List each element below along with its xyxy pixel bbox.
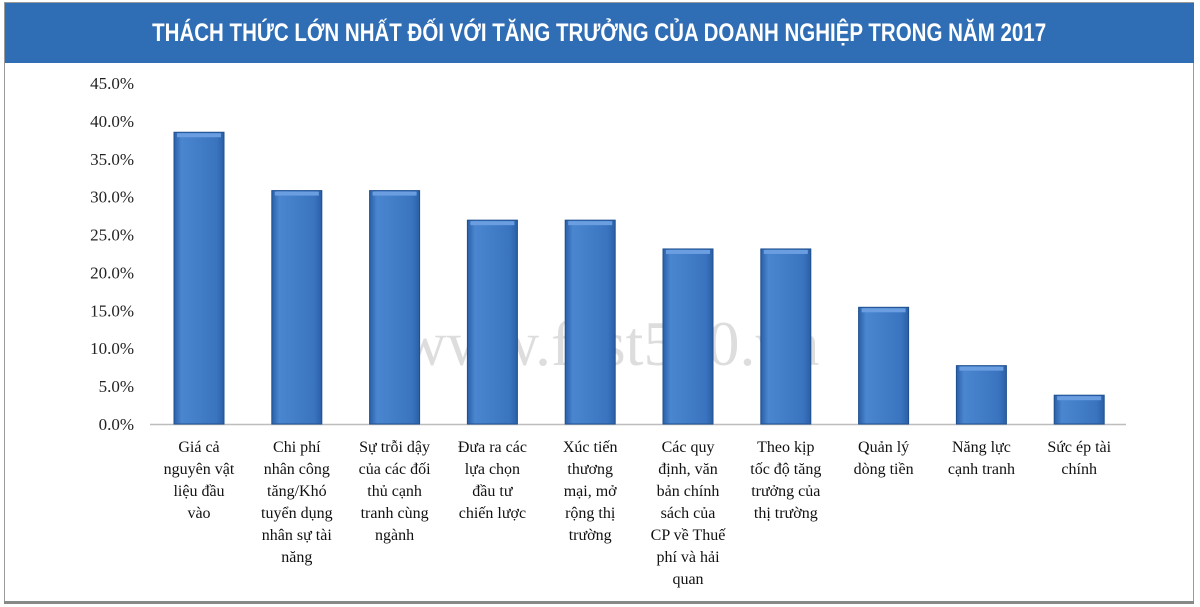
y-tick-label: 25.0% <box>90 226 134 245</box>
x-category-label-line: Quản lý <box>858 439 909 456</box>
y-tick-label: 30.0% <box>90 188 134 207</box>
y-tick-label: 45.0% <box>90 74 134 93</box>
x-category-label-line: quan <box>672 571 703 588</box>
x-category-label-line: Giá cả <box>178 439 219 456</box>
x-category-label-line: rộng thị <box>565 505 616 522</box>
x-category-label: Quản lý dòng tiền <box>854 439 914 478</box>
y-tick-label: 35.0% <box>90 150 134 169</box>
bar <box>564 219 616 425</box>
bars <box>173 131 1105 425</box>
x-category-label-line: thị trường <box>754 505 818 522</box>
x-category-label-line: thương <box>567 461 613 478</box>
x-category-label-line: ngành <box>375 527 414 544</box>
y-tick-label: 20.0% <box>90 263 134 282</box>
x-category-label-line: nhân sự tài <box>262 527 333 544</box>
x-category-label-line: Chi phí <box>273 439 321 456</box>
x-category-label-line: Năng lực <box>952 439 1011 456</box>
x-category-label-line: năng <box>281 549 312 566</box>
x-category-label-line: Sự trỗi dậy <box>359 439 430 456</box>
x-category-label-line: lựa chọn <box>465 461 520 478</box>
x-category-label-line: Sức ép tài <box>1047 439 1111 456</box>
x-category-label-line: của các đối <box>359 461 432 478</box>
x-category-label: Năng lực cạnh tranh <box>948 439 1015 478</box>
x-category-label-line: trưởng của <box>751 483 820 500</box>
x-category-label: Xúc tiến thương mại, mở rộng thị trường <box>563 439 618 544</box>
bar-highlight <box>568 221 613 226</box>
x-category-label-line: chiến lược <box>459 505 526 522</box>
x-category-label-line: Đưa ra các <box>458 439 527 456</box>
x-category-label-line: tốc độ tăng <box>750 461 821 478</box>
x-category-label-line: dòng tiền <box>854 461 914 478</box>
bottom-border <box>4 601 1194 604</box>
x-category-label: Đưa ra các lựa chọn đầu tư chiến lược <box>458 439 527 522</box>
x-category-label: Sức ép tài chính <box>1047 439 1111 478</box>
x-category-label-line: Xúc tiến <box>563 439 618 456</box>
y-tick-label: 10.0% <box>90 339 134 358</box>
x-category-label-line: phí và hải <box>656 549 720 566</box>
x-category-label-line: mại, mở <box>564 483 617 500</box>
bar <box>955 365 1007 425</box>
x-axis-labels: Giá cả nguyên vật liệu đầu vào Chi phí nhân c… <box>164 439 1112 588</box>
x-category-label-line: cạnh tranh <box>948 461 1015 478</box>
bar <box>662 248 714 425</box>
x-category-label-line: trường <box>569 527 612 544</box>
x-category-label-line: vào <box>187 505 210 522</box>
bar-highlight <box>1057 396 1102 401</box>
x-category-label: Các quy định, văn bản chính sách của CP về T… <box>651 439 727 588</box>
bar-highlight <box>666 249 710 254</box>
x-category-label-line: nguyên vật <box>164 461 235 478</box>
x-category-label-line: thủ cạnh <box>367 483 422 500</box>
y-tick-label: 15.0% <box>90 301 134 320</box>
x-category-label: Chi phí nhân công tăng/Khó tuyển dụng nhân s… <box>261 439 333 566</box>
bar <box>858 306 910 425</box>
y-tick-label: 40.0% <box>90 112 134 131</box>
x-category-label-line: sách của <box>661 505 716 522</box>
bar <box>760 248 812 425</box>
y-tick-label: 0.0% <box>99 415 134 434</box>
bar-highlight <box>959 366 1004 371</box>
x-category-label-line: bản chính <box>657 483 720 500</box>
x-category-label: Theo kịp tốc độ tăng trưởng của thị trường <box>750 439 821 522</box>
x-category-label-line: chính <box>1061 461 1097 478</box>
bar-highlight <box>470 221 515 226</box>
bar-highlight <box>274 191 319 196</box>
x-category-label-line: đầu tư <box>472 483 514 500</box>
x-category-label-line: Theo kịp <box>757 439 814 456</box>
bar-highlight <box>372 191 417 196</box>
chart-title: THÁCH THỨC LỚN NHẤT ĐỐI VỚI TĂNG TRƯỞNG … <box>152 18 1047 47</box>
x-category-label: Sự trỗi dậy của các đối thủ cạnh tranh cùng… <box>359 439 432 544</box>
x-category-label: Giá cả nguyên vật liệu đầu vào <box>164 439 235 522</box>
bar <box>369 190 421 425</box>
x-category-label-line: nhân công <box>264 461 330 478</box>
x-category-label-line: liệu đầu <box>173 483 224 500</box>
title-banner: THÁCH THỨC LỚN NHẤT ĐỐI VỚI TĂNG TRƯỞNG … <box>5 3 1194 63</box>
x-category-label-line: CP về Thuế <box>651 527 727 544</box>
y-tick-label: 5.0% <box>99 377 134 396</box>
x-category-label-line: tuyển dụng <box>261 505 333 522</box>
x-category-label-line: định, văn <box>658 461 718 478</box>
x-category-label-line: tăng/Khó <box>267 483 327 500</box>
bar <box>271 190 323 425</box>
bar <box>173 131 225 425</box>
x-category-label-line: Các quy <box>662 439 715 456</box>
bar-highlight <box>861 308 906 313</box>
bar <box>466 219 518 425</box>
bar-highlight <box>177 133 221 138</box>
x-category-label-line: tranh cùng <box>361 505 429 522</box>
bar-highlight <box>763 249 808 254</box>
